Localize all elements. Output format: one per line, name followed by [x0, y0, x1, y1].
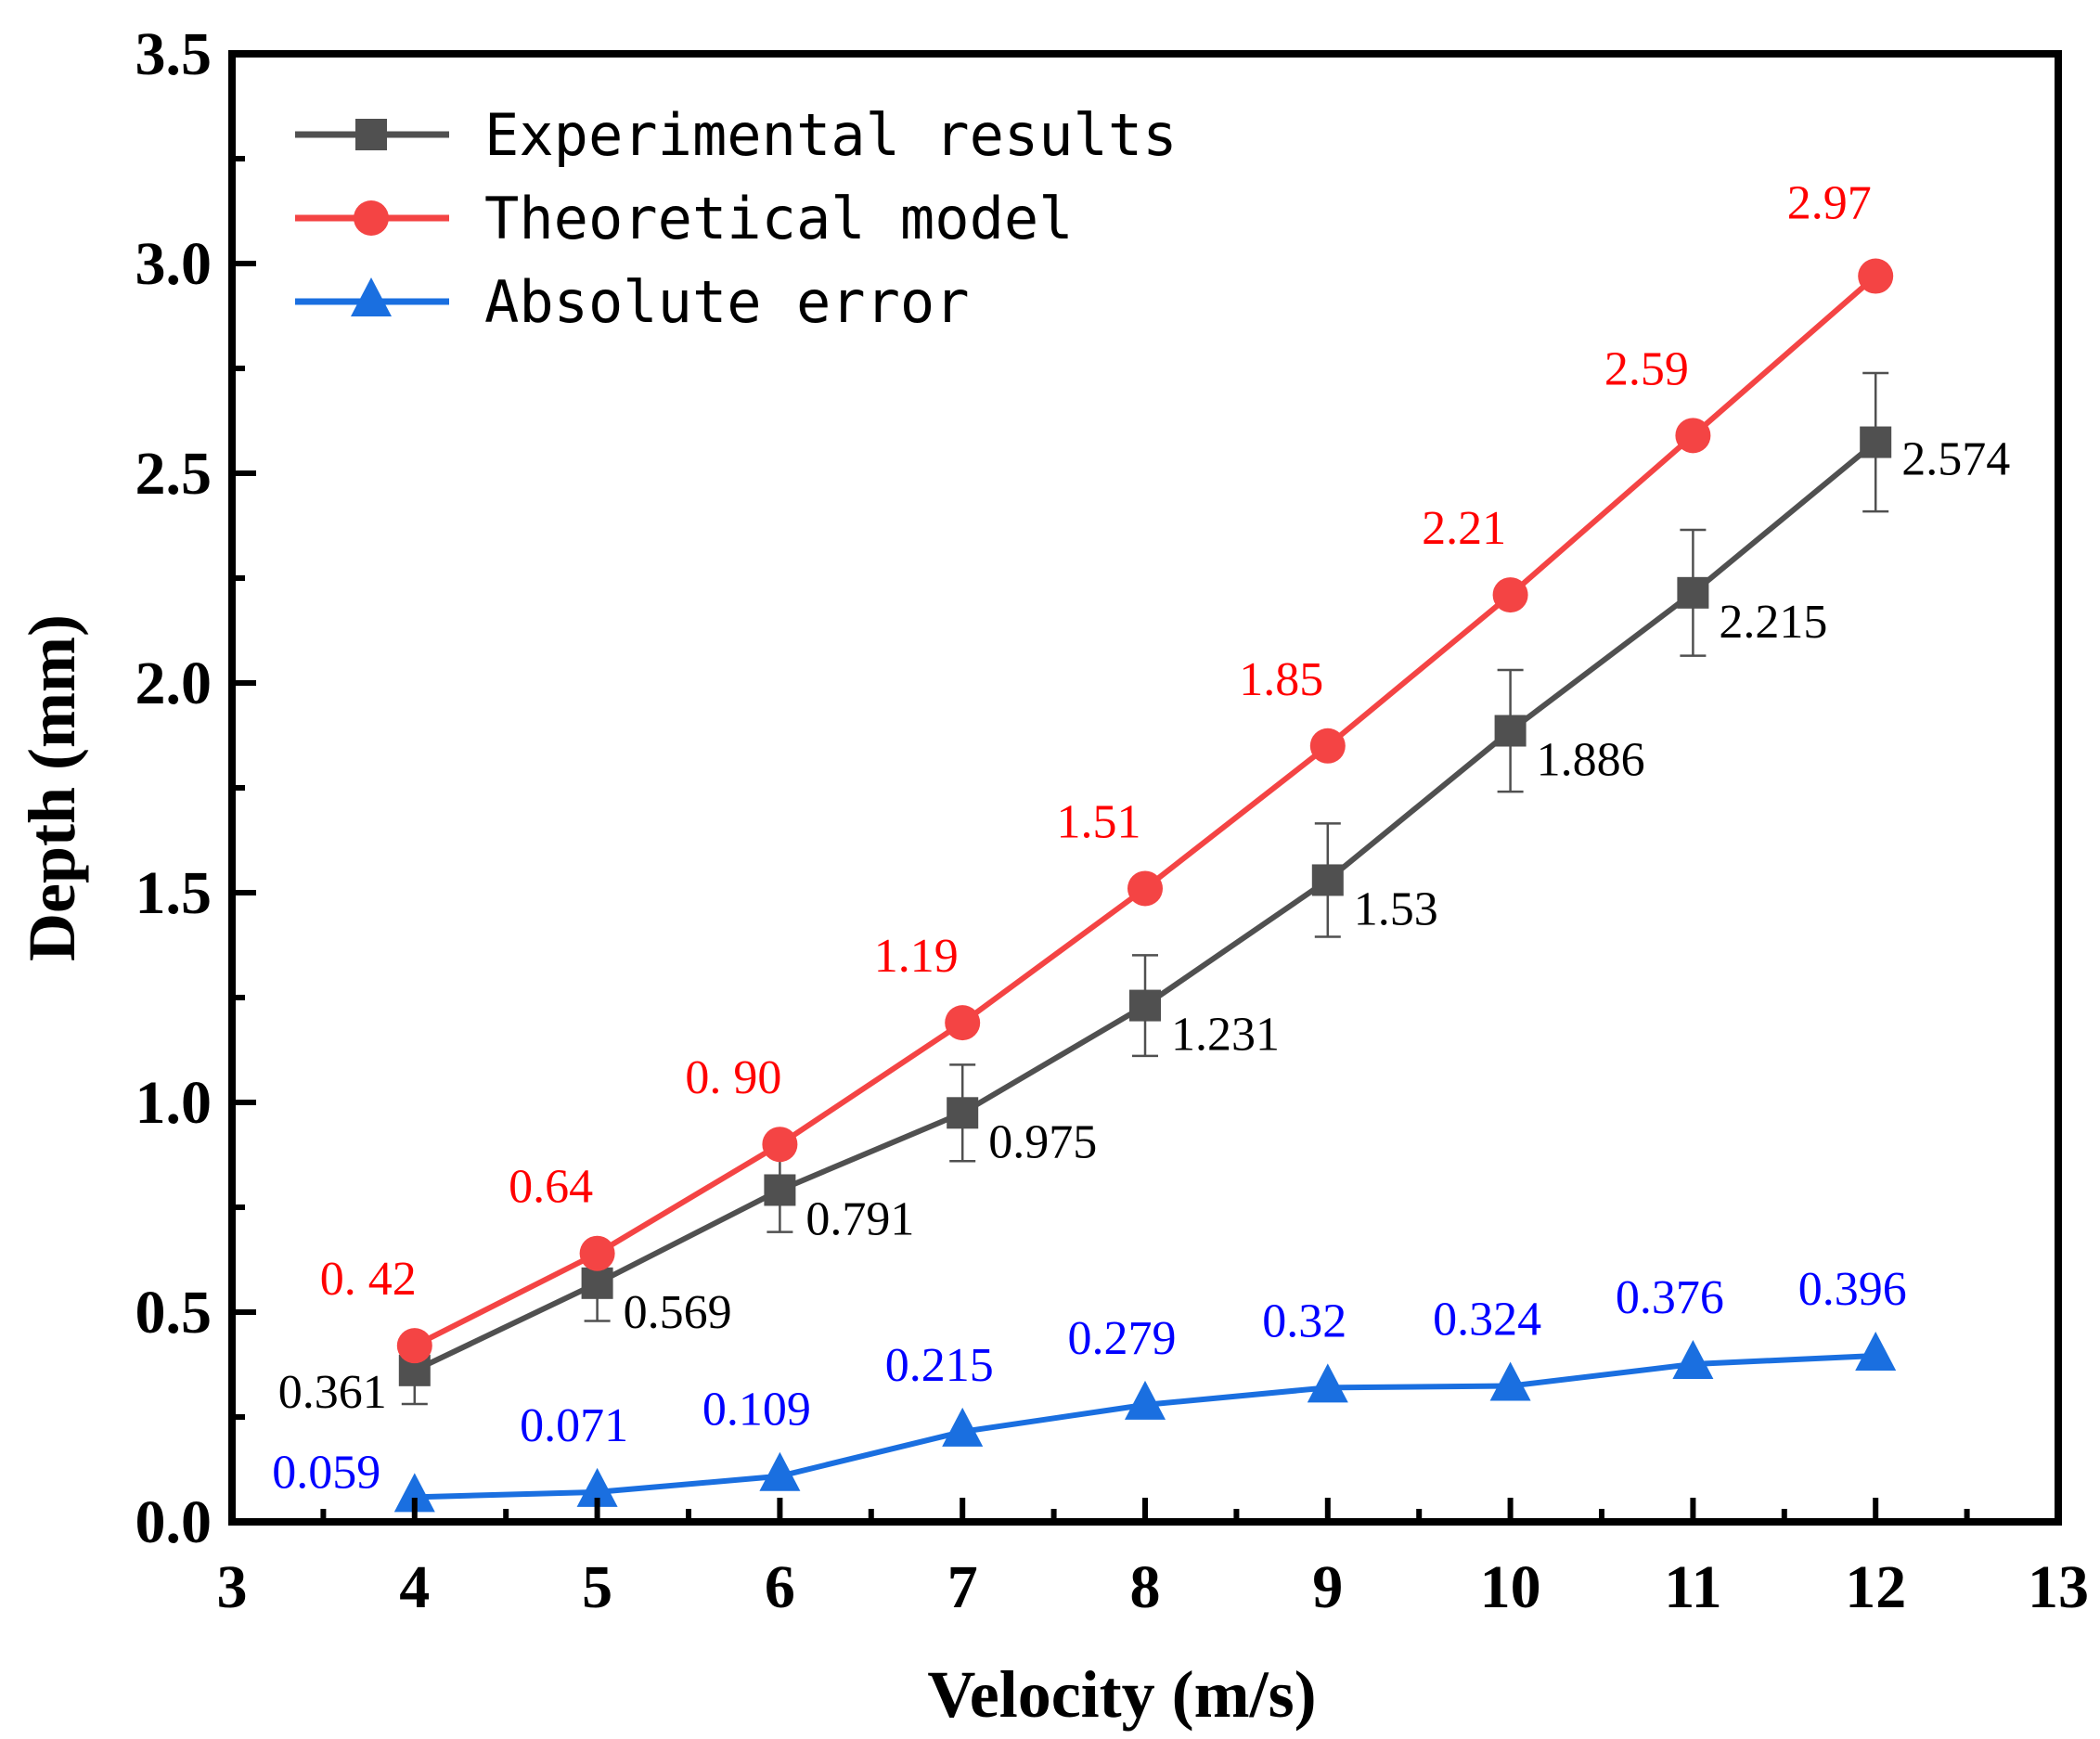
- data-point: [579, 1235, 615, 1271]
- data-label: 0.324: [1433, 1294, 1541, 1346]
- data-point: [581, 1267, 613, 1299]
- data-point: [396, 1328, 432, 1364]
- data-label: 0.361: [278, 1366, 387, 1419]
- data-point: [576, 1467, 618, 1507]
- data-point: [1860, 426, 1892, 458]
- data-label: 0.569: [624, 1286, 732, 1339]
- legend-label: Experimental results: [484, 101, 1178, 169]
- series-absolute-error: 0.059 0.071 0.109 0.215 0.279 0.32 0.324 0.376 0…: [272, 1263, 1907, 1513]
- data-point: [1855, 1332, 1897, 1372]
- data-label: 0.975: [988, 1115, 1097, 1168]
- y-tick-label: 0.5: [135, 1279, 213, 1346]
- data-point: [947, 1097, 979, 1129]
- data-point: [1311, 864, 1344, 896]
- legend: Experimental results Theoretical model Abs…: [295, 101, 1178, 336]
- y-tick-label: 1.5: [135, 859, 213, 927]
- x-tick-label: 3: [217, 1553, 248, 1621]
- data-label: 2.59: [1604, 342, 1689, 395]
- y-tick-label: 1.0: [135, 1069, 213, 1137]
- data-label: 1.85: [1239, 653, 1323, 706]
- legend-label: Absolute error: [484, 268, 970, 336]
- data-point: [1309, 728, 1346, 764]
- x-tick-label: 8: [1130, 1553, 1161, 1621]
- data-label: 1.51: [1057, 795, 1141, 848]
- data-point: [1307, 1363, 1348, 1403]
- x-tick-label: 6: [765, 1553, 795, 1621]
- data-point: [393, 1473, 435, 1513]
- legend-marker-square-icon: [355, 119, 387, 150]
- data-label: 0.279: [1068, 1312, 1177, 1365]
- data-point: [1858, 258, 1894, 294]
- data-label: 1.19: [874, 930, 959, 983]
- data-label: 0.791: [805, 1192, 914, 1245]
- data-label: 2.97: [1787, 177, 1872, 230]
- series-theoretical-model: 0. 42 0.64 0. 90 1.19 1.51 1.85 2.21 2.59 2.97: [320, 177, 1894, 1364]
- x-tick-label: 5: [582, 1553, 612, 1621]
- data-point: [1489, 1361, 1531, 1401]
- legend-marker-circle-icon: [354, 200, 389, 236]
- data-label: 1.53: [1354, 882, 1438, 935]
- x-tick-label: 11: [1664, 1553, 1721, 1621]
- data-point: [1677, 576, 1709, 609]
- series-line: [413, 274, 1878, 1348]
- legend-marker-triangle-icon: [351, 277, 392, 316]
- data-point: [1492, 577, 1528, 613]
- data-label: 0. 42: [320, 1253, 417, 1306]
- x-tick-label: 7: [947, 1553, 978, 1621]
- data-label: 0. 90: [685, 1051, 781, 1104]
- legend-label: Theoretical model: [484, 185, 1074, 252]
- data-label: 1.886: [1537, 734, 1645, 787]
- x-tick-label: 12: [1845, 1553, 1906, 1621]
- data-label: 0.64: [509, 1161, 593, 1214]
- data-label: 0.32: [1262, 1295, 1346, 1347]
- x-tick-label: 4: [399, 1553, 430, 1621]
- data-point: [759, 1451, 801, 1491]
- data-point: [762, 1127, 798, 1163]
- data-point: [1494, 715, 1527, 747]
- series-line: [414, 1353, 1876, 1501]
- data-point: [1675, 418, 1711, 454]
- data-label: 2.21: [1422, 502, 1506, 555]
- series-experimental-results: 0.361 0.569 0.791 0.975 1.231 1.53 1.886 2.215 2…: [278, 371, 2010, 1419]
- data-point: [942, 1407, 984, 1447]
- data-point: [1672, 1340, 1714, 1380]
- data-label: 0.396: [1798, 1263, 1907, 1316]
- x-tick-label: 10: [1480, 1553, 1541, 1621]
- x-tick-label: 9: [1312, 1553, 1343, 1621]
- data-point: [764, 1174, 796, 1206]
- data-point: [945, 1005, 981, 1041]
- data-label: 0.071: [520, 1399, 628, 1452]
- data-label: 2.574: [1901, 433, 2010, 486]
- axis-ticks: 3 4 5 6 7 8 9 10 11 12 13 0.0 0.5 1.0 1.5 2.0 2.5 3.0 3.5: [135, 20, 2090, 1621]
- y-axis-label: Depth (mm): [15, 614, 89, 961]
- y-tick-label: 3.0: [135, 230, 213, 298]
- data-label: 0.109: [702, 1384, 811, 1436]
- data-label: 1.231: [1171, 1009, 1280, 1062]
- data-label: 0.215: [885, 1339, 994, 1392]
- y-tick-label: 2.0: [135, 650, 213, 717]
- y-tick-label: 2.5: [135, 440, 213, 508]
- data-label: 0.376: [1616, 1271, 1724, 1324]
- data-point: [1129, 989, 1161, 1022]
- x-axis-label: Velocity (m/s): [927, 1657, 1316, 1732]
- data-point: [1125, 1380, 1166, 1420]
- y-tick-label: 3.5: [135, 20, 213, 88]
- data-label: 0.059: [272, 1446, 380, 1499]
- data-label: 2.215: [1719, 596, 1827, 649]
- data-point: [1127, 870, 1163, 907]
- y-tick-label: 0.0: [135, 1488, 213, 1556]
- x-tick-label: 13: [2028, 1553, 2089, 1621]
